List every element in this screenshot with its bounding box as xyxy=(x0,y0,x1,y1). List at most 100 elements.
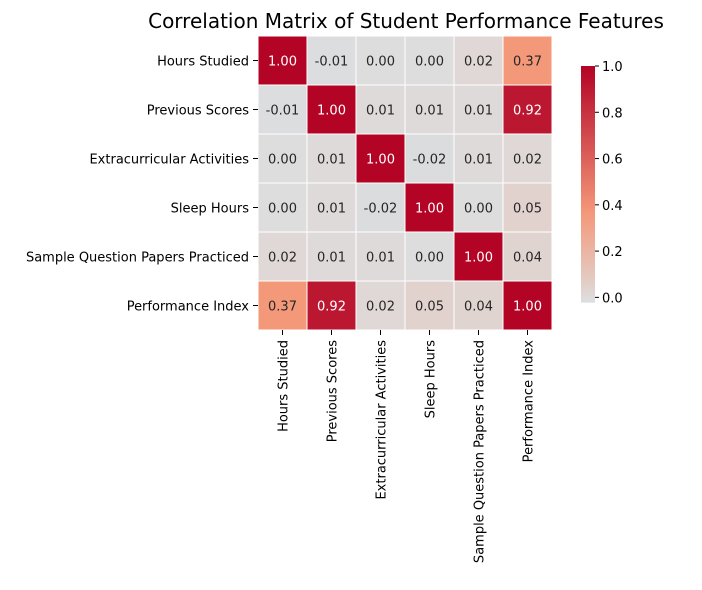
heatmap-cell xyxy=(306,84,357,135)
colorbar-segment xyxy=(581,258,595,261)
colorbar-segment xyxy=(581,182,595,185)
column-tick-label: Extracurricular Activities xyxy=(375,340,390,500)
cell-annotation: 0.02 xyxy=(268,251,297,266)
colorbar-segment xyxy=(581,300,595,303)
colorbar-segment xyxy=(581,132,595,135)
colorbar-segment xyxy=(581,116,595,119)
cell-annotation: -0.02 xyxy=(413,153,447,168)
colorbar-segment xyxy=(581,276,595,279)
column-tick-label: Hours Studied xyxy=(277,340,292,432)
colorbar-segment xyxy=(581,196,595,199)
row-tick-label: Hours Studied xyxy=(157,55,249,70)
colorbar-segment xyxy=(581,282,595,285)
heatmap-cell xyxy=(355,182,406,233)
cell-annotation: -0.01 xyxy=(266,104,300,119)
colorbar-segment xyxy=(581,292,595,295)
colorbar-segment xyxy=(581,290,595,293)
colorbar-segment xyxy=(581,100,595,103)
row-tick-label: Previous Scores xyxy=(147,104,249,119)
colorbar-segment xyxy=(581,284,595,287)
colorbar-segment xyxy=(581,270,595,273)
colorbar-segment xyxy=(581,210,595,213)
row-tick-label: Performance Index xyxy=(127,300,250,315)
colorbar-segment xyxy=(581,170,595,173)
colorbar-segment xyxy=(581,126,595,129)
heatmap-cell xyxy=(502,231,553,282)
colorbar-segment xyxy=(581,156,595,159)
colorbar-segment xyxy=(581,224,595,227)
row-tick-label: Sleep Hours xyxy=(171,202,250,217)
cell-annotation: 0.00 xyxy=(415,55,444,70)
colorbar-segment xyxy=(581,214,595,217)
cell-annotation: 0.37 xyxy=(268,300,297,315)
colorbar-segment xyxy=(581,274,595,277)
colorbar-segment xyxy=(581,88,595,91)
heatmap-cell xyxy=(404,182,455,233)
colorbar-segment xyxy=(581,118,595,121)
colorbar-segment xyxy=(581,142,595,145)
colorbar-segment xyxy=(581,218,595,221)
cell-annotation: 1.00 xyxy=(317,104,346,119)
colorbar-segment xyxy=(581,164,595,167)
cell-annotation: 0.00 xyxy=(415,251,444,266)
colorbar-segment xyxy=(581,204,595,207)
colorbar-segment xyxy=(581,266,595,269)
colorbar-segment xyxy=(581,128,595,131)
colorbar-segment xyxy=(581,172,595,175)
cell-annotation: 0.00 xyxy=(366,55,395,70)
colorbar-segment xyxy=(581,280,595,283)
cell-annotation: 0.00 xyxy=(268,153,297,168)
cell-annotation: 0.01 xyxy=(366,104,395,119)
colorbar-segment xyxy=(581,186,595,189)
colorbar-segment xyxy=(581,250,595,253)
colorbar-segment xyxy=(581,242,595,245)
colorbar-segment xyxy=(581,114,595,117)
colorbar-segment xyxy=(581,160,595,163)
colorbar-segment xyxy=(581,102,595,105)
heatmap-cells: 1.00 -0.01 0.00 0.00 0.02 0.37 -0.01 1.00 0.01 0.… xyxy=(257,35,553,331)
colorbar-segment xyxy=(581,226,595,229)
colorbar-segment xyxy=(581,264,595,267)
colorbar-segment xyxy=(581,212,595,215)
cell-annotation: 1.00 xyxy=(513,300,542,315)
colorbar-segment xyxy=(581,252,595,255)
colorbar-segment xyxy=(581,176,595,179)
heatmap-cell xyxy=(257,280,308,331)
colorbar-segment xyxy=(581,244,595,247)
colorbar-segment xyxy=(581,106,595,109)
cell-annotation: 1.00 xyxy=(464,251,493,266)
row-tick-label: Extracurricular Activities xyxy=(89,153,249,168)
heatmap-cell xyxy=(404,84,455,135)
heatmap-cell xyxy=(404,231,455,282)
cell-annotation: 0.01 xyxy=(366,251,395,266)
colorbar-segment xyxy=(581,120,595,123)
column-tick-label: Previous Scores xyxy=(326,340,341,442)
heatmap-cell xyxy=(306,133,357,184)
colorbar-segment xyxy=(581,256,595,259)
cell-annotation: 1.00 xyxy=(268,55,297,70)
colorbar-segment xyxy=(581,112,595,115)
colorbar-tick-label: 0.8 xyxy=(602,106,623,121)
colorbar-segment xyxy=(581,80,595,83)
colorbar-segment xyxy=(581,188,595,191)
heatmap-cell xyxy=(306,35,357,86)
colorbar-segment xyxy=(581,136,595,139)
column-tick-label: Sample Question Papers Practiced xyxy=(473,340,488,563)
colorbar-segment xyxy=(581,96,595,99)
colorbar-segment xyxy=(581,220,595,223)
colorbar-segment xyxy=(581,268,595,271)
colorbar-segment xyxy=(581,178,595,181)
colorbar-segment xyxy=(581,140,595,143)
colorbar-segment xyxy=(581,94,595,97)
colorbar-segment xyxy=(581,74,595,77)
colorbar-segment xyxy=(581,208,595,211)
row-tick-labels: Hours Studied Previous Scores Extracurricu… xyxy=(26,55,258,315)
cell-annotation: 0.01 xyxy=(464,104,493,119)
colorbar-segment xyxy=(581,168,595,171)
colorbar-tick-label: 0.0 xyxy=(602,291,623,306)
colorbar-tick-label: 0.2 xyxy=(602,245,623,260)
colorbar-segment xyxy=(581,198,595,201)
colorbar-tick-label: 0.6 xyxy=(602,153,623,168)
column-tick-label: Performance Index xyxy=(522,340,537,463)
